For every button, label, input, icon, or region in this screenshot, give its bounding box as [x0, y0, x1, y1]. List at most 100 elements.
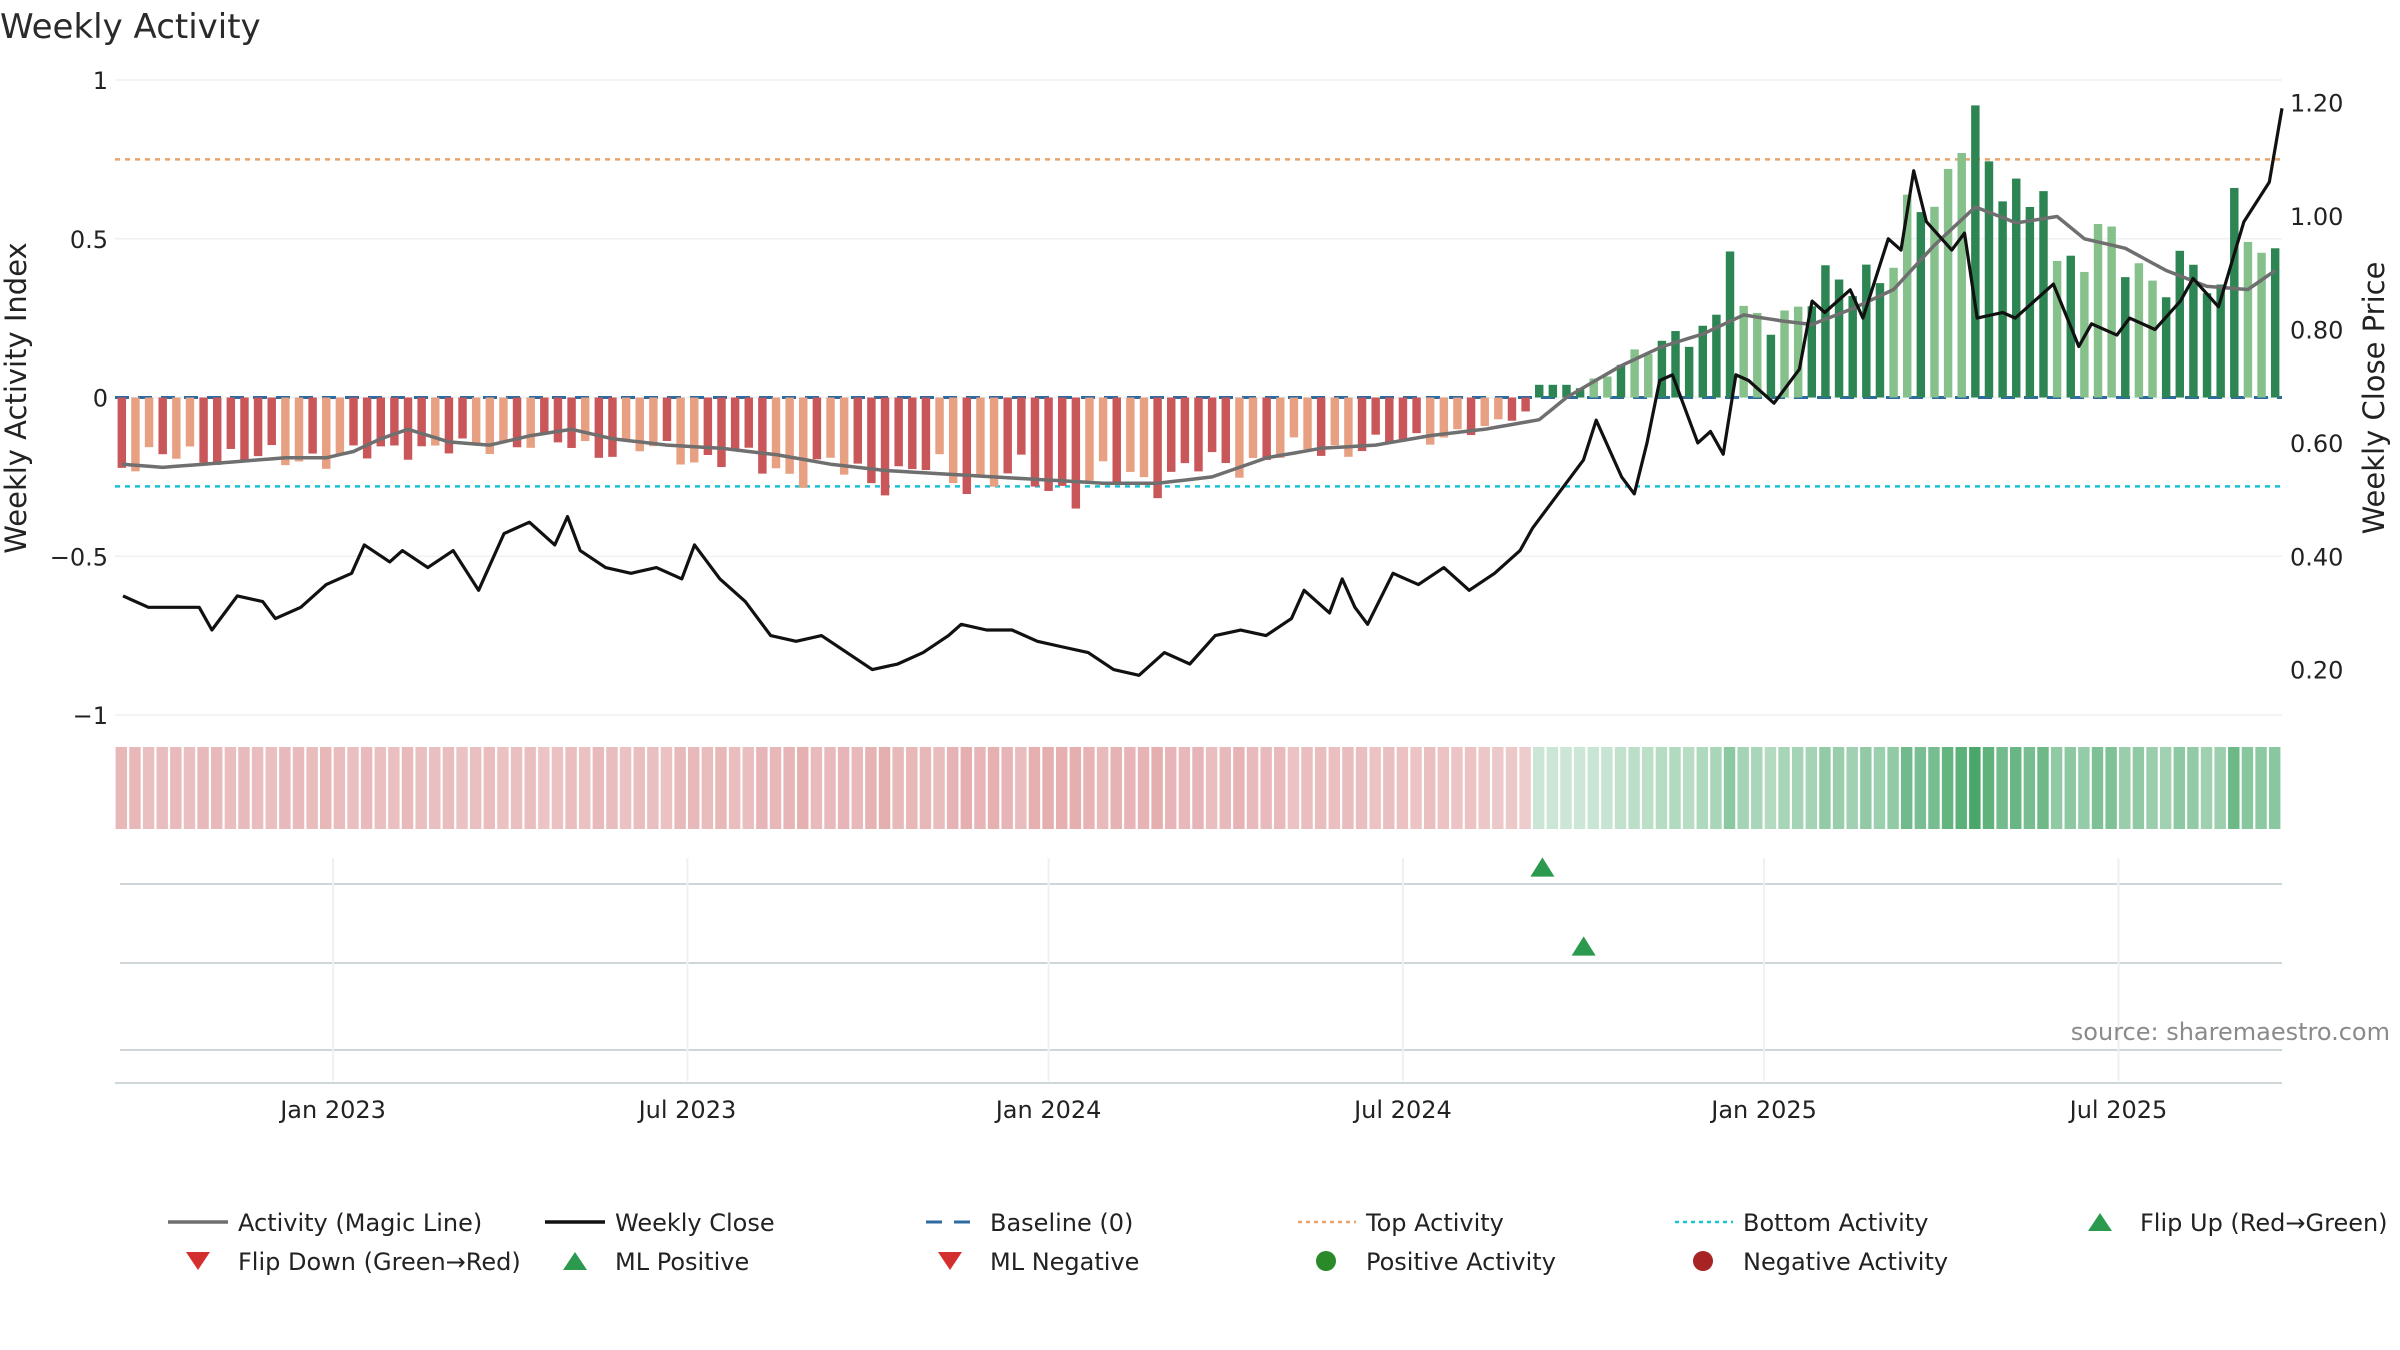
strip-cell [851, 747, 863, 829]
activity-bar [1821, 265, 1830, 398]
strip-cell [1165, 747, 1177, 829]
strip-cell [1573, 747, 1586, 829]
strip-cell [2050, 747, 2063, 829]
activity-bar [240, 397, 249, 462]
strip-cell [1274, 747, 1286, 829]
activity-bar [662, 397, 672, 441]
activity-bars [117, 105, 2280, 509]
strip-cell [156, 747, 168, 829]
strip-cell [1342, 747, 1354, 829]
activity-bar [144, 397, 154, 448]
strip-cell [2241, 747, 2254, 829]
activity-bar [1276, 397, 1285, 458]
right-tick-label: 1.20 [2290, 90, 2343, 118]
chart-title: Weekly Activity [0, 7, 261, 47]
activity-bar [335, 397, 345, 456]
strip-cell [1601, 747, 1613, 829]
sentiment-strip [115, 747, 2281, 829]
strip-cell [197, 747, 209, 829]
strip-cell [1778, 747, 1790, 829]
activity-bar [1603, 376, 1612, 398]
strip-cell [142, 747, 155, 829]
activity-bar [1916, 212, 1926, 398]
activity-bar [1153, 397, 1162, 499]
strip-cell [1723, 747, 1736, 829]
activity-bar [1085, 397, 1094, 481]
activity-bar [131, 397, 140, 472]
activity-bar [2270, 248, 2280, 398]
strip-cell [1505, 747, 1518, 829]
strip-cell [919, 747, 932, 829]
legend-item: Weekly Close [545, 1209, 775, 1237]
activity-bar [1930, 206, 1939, 398]
strip-cell [1464, 747, 1477, 829]
strip-cell [2200, 747, 2213, 829]
strip-cell [619, 747, 632, 829]
activity-bar [730, 397, 740, 451]
activity-bar [431, 397, 440, 446]
activity-bar [1834, 279, 1844, 398]
flip-up-marker [1530, 857, 1555, 877]
strip-cell [1914, 747, 1927, 829]
activity-bar [1671, 331, 1680, 398]
activity-bar [703, 397, 713, 455]
strip-cell [456, 747, 468, 829]
strip-cell [1137, 747, 1150, 829]
activity-bar [894, 397, 903, 467]
strip-cell [2037, 747, 2049, 829]
activity-bar [812, 397, 822, 460]
activity-bar [867, 397, 876, 484]
activity-bar [853, 397, 863, 464]
legend-item: Flip Down (Green→Red) [186, 1248, 521, 1276]
strip-cell [1587, 747, 1599, 829]
activity-bar [1344, 397, 1353, 457]
strip-cell [2268, 747, 2281, 829]
activity-bar [1548, 384, 1558, 398]
activity-bar [499, 397, 508, 442]
strip-cell [906, 747, 918, 829]
strip-cell [183, 747, 196, 829]
strip-cell [1314, 747, 1327, 829]
legend-label: Flip Up (Red→Green) [2140, 1209, 2388, 1237]
strip-cell [633, 747, 645, 829]
activity-bar [1167, 397, 1176, 472]
strip-cell [1955, 747, 1967, 829]
activity-bar [1017, 397, 1026, 455]
strip-cell [2228, 747, 2240, 829]
strip-cell [1287, 747, 1300, 829]
activity-bar [1957, 153, 1966, 398]
activity-bar [1766, 334, 1776, 398]
strip-cell [524, 747, 536, 829]
strip-cell [1437, 747, 1450, 829]
strip-cell [1001, 747, 1013, 829]
strip-cell [1492, 747, 1504, 829]
strip-cell [1737, 747, 1749, 829]
activity-bar [717, 397, 726, 468]
strip-cell [1519, 747, 1531, 829]
strip-cell [783, 747, 795, 829]
strip-cell [538, 747, 550, 829]
activity-bar [1412, 397, 1421, 434]
activity-bar [458, 397, 467, 439]
strip-cell [1301, 747, 1313, 829]
strip-cell [1546, 747, 1559, 829]
legend-label: ML Negative [990, 1248, 1139, 1276]
x-tick-label: Jan 2023 [278, 1096, 386, 1124]
strip-cell [2159, 747, 2172, 829]
strip-cell [1941, 747, 1954, 829]
strip-cell [865, 747, 877, 829]
activity-bar [1698, 325, 1707, 398]
activity-bar [649, 397, 658, 447]
activity-bar [1725, 251, 1735, 398]
strip-cell [469, 747, 482, 829]
strip-cell [1655, 747, 1668, 829]
legend-swatch [2088, 1213, 2112, 1231]
strip-cell [1151, 747, 1163, 829]
strip-cell [1383, 747, 1395, 829]
strip-cell [1369, 747, 1381, 829]
strip-cell [1192, 747, 1204, 829]
activity-bar [2107, 226, 2116, 398]
x-axis-ticks: Jan 2023 Jul 2023 Jan 2024 Jul 2024 Jan 2025… [278, 1096, 2167, 1124]
legend-item: ML Negative [938, 1248, 1139, 1276]
strip-cell [2132, 747, 2145, 829]
